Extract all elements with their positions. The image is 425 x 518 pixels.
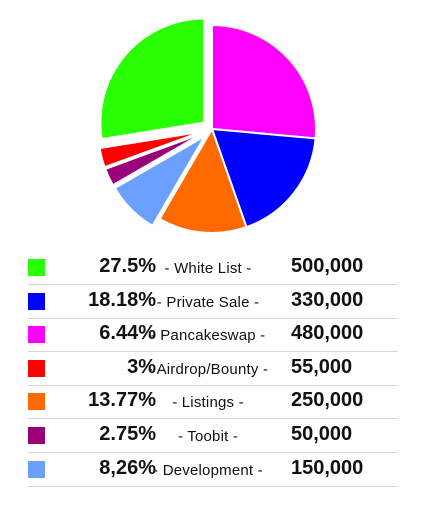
legend-row: 18.18% - Private Sale - 330,000 <box>28 286 398 319</box>
legend-amount: 150,000 <box>291 456 364 479</box>
legend-label: - Private Sale - <box>156 293 260 311</box>
pie-chart <box>98 17 317 234</box>
legend-swatch <box>28 460 45 478</box>
legend-row: 13.77% - Listings - 250,000 <box>28 386 398 420</box>
legend-label: - White List - <box>164 260 252 277</box>
legend-percent: 18.18% <box>88 288 156 311</box>
legend-amount: 250,000 <box>291 389 364 412</box>
pie-slice-4 <box>158 126 248 234</box>
legend-percent: 2.75% <box>99 423 156 445</box>
pie-slice-2 <box>211 23 317 140</box>
legend-percent: 3% <box>127 355 156 378</box>
legend-swatch <box>28 427 45 444</box>
row-divider <box>28 317 398 319</box>
legend-label: - Development - <box>153 461 263 479</box>
legend-row: 3% - Airdrop/Bounty - 55,000 <box>28 353 398 386</box>
legend-row: 6.44% - Pancakeswap - 480,000 <box>28 319 398 353</box>
row-divider <box>28 384 398 386</box>
legend-amount: 500,000 <box>291 255 364 277</box>
legend-row: 27.5% - White List - 500,000 <box>28 252 398 285</box>
legend-swatch <box>28 292 45 310</box>
legend-label: - Toobit - <box>177 428 239 445</box>
legend-label: - Pancakeswap - <box>150 327 266 345</box>
legend-row: 2.75% - Toobit - 50,000 <box>28 420 398 453</box>
legend-amount: 330,000 <box>291 288 364 311</box>
row-divider <box>28 452 398 453</box>
legend-row: 8,26% - Development - 150,000 <box>28 454 398 487</box>
legend-percent: 8,26% <box>99 456 156 479</box>
legend-swatch <box>28 326 45 344</box>
legend-amount: 55,000 <box>291 355 353 378</box>
legend-amount: 50,000 <box>291 423 353 445</box>
legend-label: - Airdrop/Bounty - <box>147 360 269 378</box>
legend-swatch <box>28 259 45 276</box>
legend-percent: 6.44% <box>99 322 156 345</box>
row-divider <box>28 485 398 487</box>
legend-amount: 480,000 <box>291 322 364 345</box>
legend-percent: 13.77% <box>88 389 156 412</box>
pie-slice-3 <box>98 130 203 169</box>
legend-label: - Listings - <box>172 394 244 412</box>
pie-slice-0 <box>99 17 206 141</box>
legend-swatch <box>28 359 45 377</box>
pie-slice-5 <box>103 132 204 187</box>
row-divider <box>28 284 398 285</box>
legend-swatch <box>28 393 45 411</box>
pie-slice-6 <box>113 133 208 228</box>
legend-percent: 27.5% <box>99 255 156 277</box>
row-divider <box>28 418 398 420</box>
row-divider <box>28 351 398 353</box>
